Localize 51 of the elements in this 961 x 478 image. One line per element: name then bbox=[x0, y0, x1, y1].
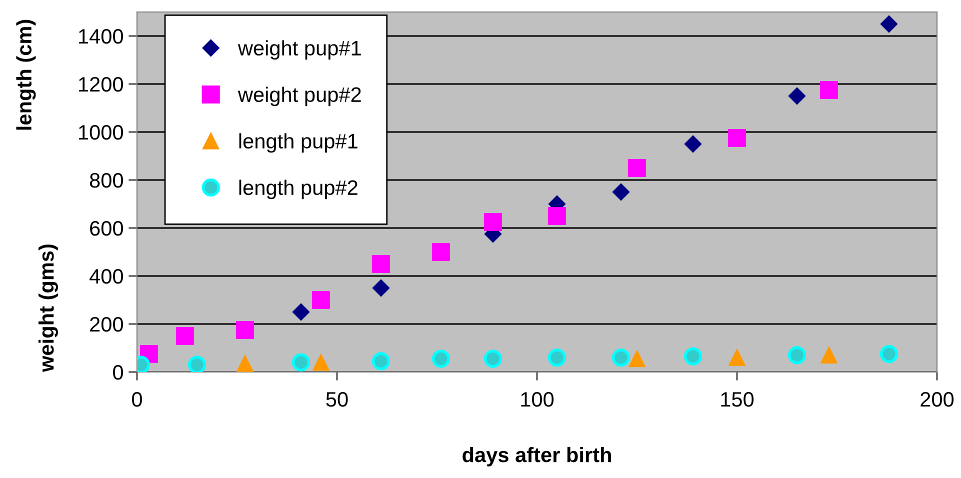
point bbox=[372, 254, 390, 274]
point bbox=[236, 355, 254, 372]
x-tick-label: 100 bbox=[521, 392, 554, 407]
x-tick-label: 150 bbox=[721, 392, 754, 407]
y-tick-label: 800 bbox=[90, 173, 123, 188]
point bbox=[176, 326, 194, 346]
point bbox=[628, 350, 646, 368]
point bbox=[820, 346, 838, 364]
y-tick-label: 400 bbox=[90, 269, 123, 284]
point bbox=[292, 353, 310, 372]
point bbox=[880, 344, 898, 364]
point bbox=[788, 346, 806, 364]
point bbox=[372, 279, 390, 297]
x-tick-label: 200 bbox=[920, 392, 954, 407]
x-tick-label: 0 bbox=[132, 392, 142, 407]
y-tick-label: 0 bbox=[113, 365, 123, 380]
point bbox=[728, 128, 746, 148]
point bbox=[628, 158, 646, 178]
point bbox=[236, 320, 254, 340]
point bbox=[292, 303, 310, 321]
y-tick-label: 200 bbox=[90, 317, 123, 332]
text: length (cm) bbox=[16, 20, 36, 130]
point bbox=[372, 352, 390, 370]
legend-label: length pup#1 bbox=[239, 133, 358, 153]
point bbox=[880, 15, 898, 33]
point bbox=[548, 348, 566, 367]
point bbox=[728, 349, 746, 366]
y-axis-title: weight (gms) bbox=[38, 244, 58, 372]
point bbox=[484, 350, 502, 368]
point bbox=[684, 135, 702, 153]
point bbox=[612, 183, 630, 201]
point bbox=[312, 354, 330, 371]
point bbox=[788, 87, 806, 105]
point bbox=[612, 348, 630, 367]
y-tick-label: 1400 bbox=[79, 29, 123, 44]
legend-label: weight pup#1 bbox=[238, 40, 361, 60]
point bbox=[312, 290, 330, 310]
point bbox=[684, 347, 702, 366]
y-tick-label: 1200 bbox=[79, 77, 123, 92]
point bbox=[188, 356, 206, 372]
point bbox=[820, 80, 838, 100]
y-tick-label: 600 bbox=[90, 221, 123, 236]
x-axis-title: days after birth bbox=[462, 446, 611, 466]
x-tick-label: 50 bbox=[326, 392, 348, 407]
point bbox=[484, 212, 502, 232]
y-tick-label: 1000 bbox=[79, 125, 123, 140]
point bbox=[432, 242, 450, 262]
point bbox=[432, 350, 450, 368]
legend-label: length pup#2 bbox=[239, 180, 358, 200]
point bbox=[548, 206, 566, 226]
legend-label: weight pup#2 bbox=[238, 86, 361, 106]
